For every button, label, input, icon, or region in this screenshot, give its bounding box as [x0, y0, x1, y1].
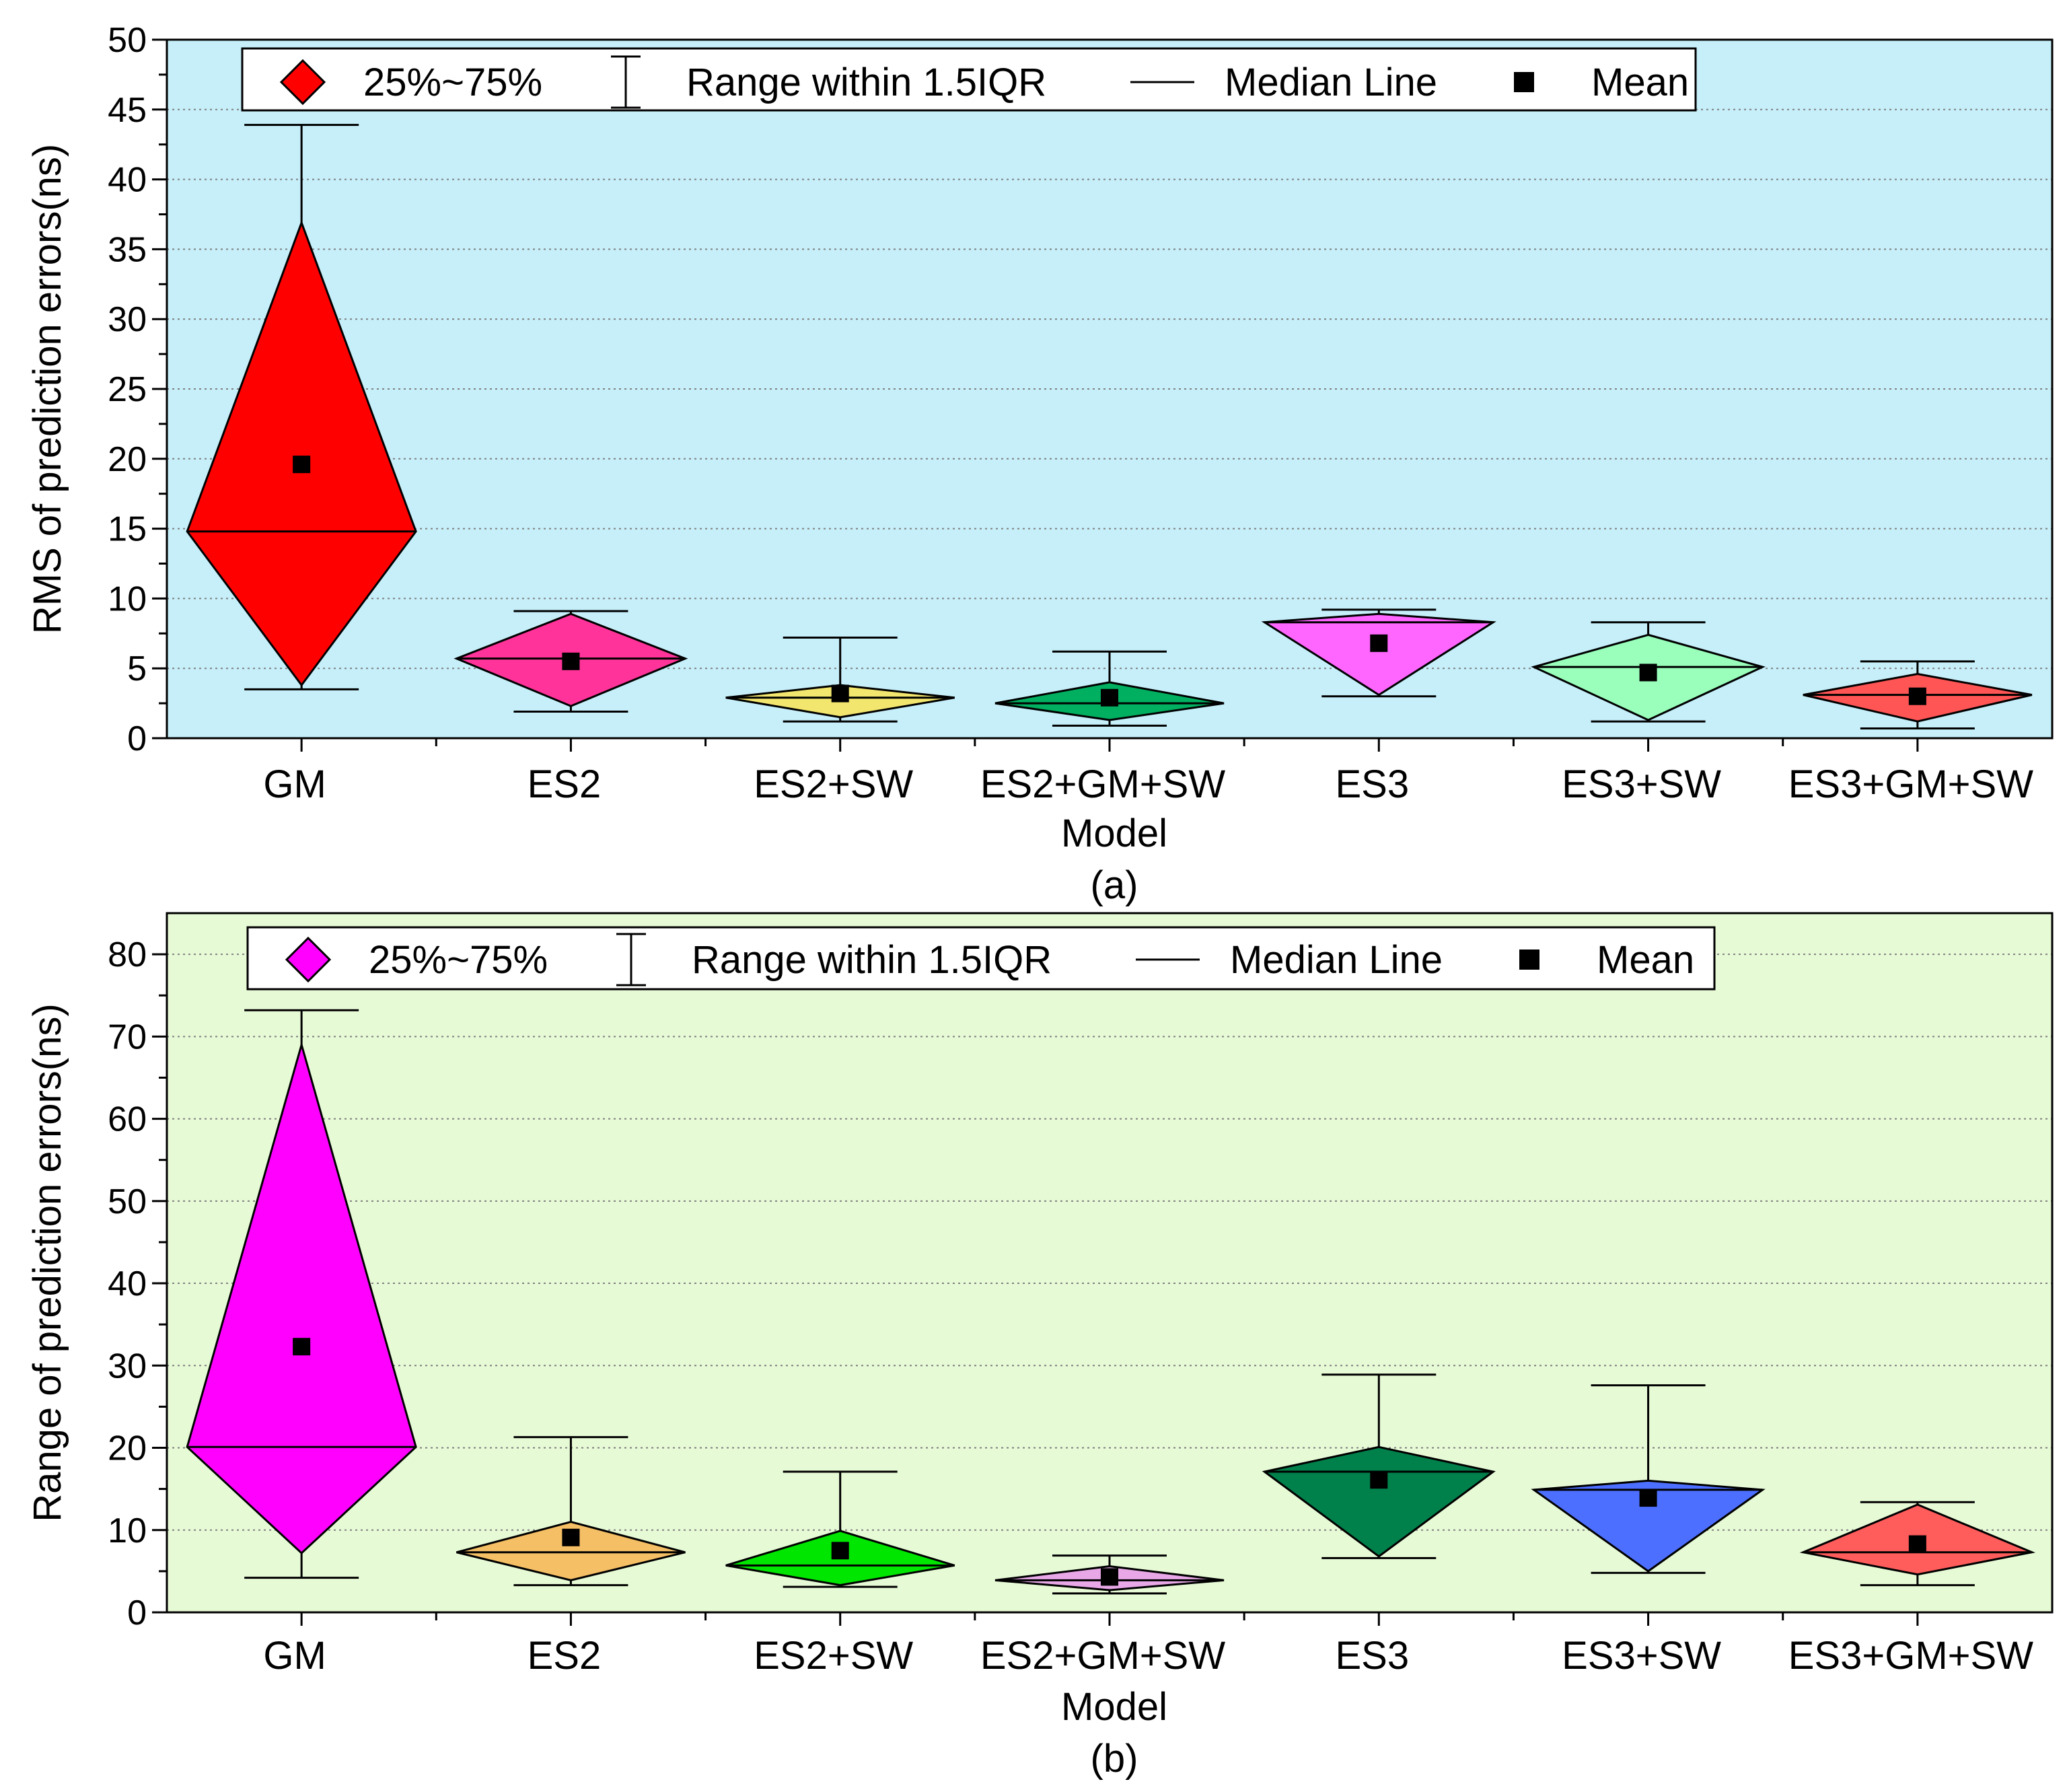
y-tick-label: 30 [108, 1347, 147, 1386]
x-tick-label: ES2 [528, 762, 602, 806]
x-tick-label: GM [263, 1634, 326, 1678]
x-tick-label: ES3+SW [1562, 762, 1721, 806]
y-tick-label: 25 [108, 370, 147, 409]
mean-marker [1370, 1471, 1388, 1489]
y-tick-label: 0 [127, 719, 147, 758]
y-tick-label: 60 [108, 1100, 147, 1139]
mean-marker [562, 1528, 580, 1546]
legend-label-range: Range within 1.5IQR [686, 61, 1046, 104]
x-tick-label: ES3+SW [1562, 1634, 1721, 1678]
legend-label-median: Median Line [1230, 938, 1443, 982]
x-tick-label: ES2+SW [754, 762, 913, 806]
legend-mean-swatch [1514, 72, 1534, 92]
legend-label-mean: Mean [1591, 61, 1689, 104]
series-es3 [1261, 608, 1496, 698]
panel-b: 0 10 20 30 40 50 60 70 80 Range of prediction err… [26, 912, 2054, 1781]
legend-label-median: Median Line [1225, 61, 1437, 104]
y-tick-label: 50 [108, 21, 147, 60]
x-tick-label: ES3+GM+SW [1788, 762, 2033, 806]
x-axis-label: Model [1061, 812, 1167, 855]
series-es3 [1262, 1373, 1496, 1559]
mean-marker [1639, 1489, 1657, 1507]
mean-marker [293, 456, 311, 474]
panel-label: (a) [1091, 863, 1138, 907]
mean-marker [1908, 687, 1926, 705]
legend-diamond-swatch [285, 936, 332, 983]
y-tick-label: 5 [127, 649, 147, 688]
x-axis-label: Model [1061, 1685, 1167, 1729]
series-es3-gm-sw [1799, 1501, 2036, 1587]
iqr-diamond [456, 1520, 686, 1581]
series-es2 [456, 1436, 686, 1587]
legend-diamond-swatch [279, 59, 326, 106]
series-es2-gm-sw [994, 1554, 1225, 1595]
legend: 25%~75% Range within 1.5IQR Median Line Mea… [246, 926, 1716, 991]
y-tick-label: 45 [108, 91, 147, 130]
legend-mean-swatch [1519, 949, 1539, 970]
plot-area [167, 913, 2052, 1612]
legend-label-range: Range within 1.5IQR [692, 938, 1052, 982]
legend-box [246, 926, 1716, 991]
series-es2 [454, 610, 688, 713]
iqr-diamond [186, 1041, 417, 1555]
mean-marker [562, 652, 580, 670]
y-tick-label: 80 [108, 935, 147, 974]
series-es2-sw [725, 1470, 955, 1588]
y-tick-label: 50 [108, 1182, 147, 1221]
mean-marker [831, 684, 849, 703]
y-tick-label: 70 [108, 1017, 147, 1056]
x-tick-label: ES2 [528, 1634, 602, 1678]
y-tick-label: 35 [108, 230, 147, 269]
x-tick-label: ES3 [1335, 762, 1409, 806]
y-tick-label: 20 [108, 440, 147, 479]
panel-label: (b) [1091, 1737, 1138, 1781]
y-tick-label: 10 [108, 579, 147, 618]
series-es2-sw [725, 637, 955, 723]
mean-marker [1370, 634, 1388, 652]
mean-marker [1639, 664, 1657, 682]
x-tick-label: ES3+GM+SW [1788, 1634, 2033, 1678]
y-tick-label: 0 [127, 1593, 147, 1633]
x-tick-label: GM [263, 762, 326, 806]
iqr-diamond [186, 219, 417, 687]
series-gm [186, 1009, 417, 1579]
y-tick-label: 10 [108, 1511, 147, 1550]
y-tick-label: 30 [108, 300, 147, 339]
legend-label-iqr: 25%~75% [369, 938, 548, 982]
panel-a: 0 5 10 15 20 25 30 35 40 45 50 RMS of prediction er… [26, 21, 2054, 907]
mean-marker [1101, 688, 1118, 707]
series-es3-gm-sw [1803, 660, 2033, 729]
mean-marker [1101, 1568, 1118, 1586]
series-es3-sw [1531, 1384, 1766, 1574]
iqr-diamond [1531, 1479, 1766, 1573]
y-tick-label: 40 [108, 161, 147, 200]
legend-label-iqr: 25%~75% [363, 61, 542, 104]
y-tick-label: 20 [108, 1429, 147, 1468]
x-tick-label: ES3 [1335, 1634, 1409, 1678]
x-tick-label: ES2+GM+SW [980, 1634, 1225, 1678]
mean-marker [831, 1542, 849, 1560]
y-tick-label: 15 [108, 510, 147, 549]
series-es2-gm-sw [994, 650, 1225, 727]
y-axis-label: Range of prediction errors(ns) [26, 1003, 69, 1521]
y-tick-label: 40 [108, 1264, 147, 1303]
x-tick-label: ES2+SW [754, 1634, 913, 1678]
iqr-diamond [1262, 1445, 1496, 1558]
iqr-diamond [1261, 612, 1496, 696]
series-gm [186, 124, 417, 690]
legend-label-mean: Mean [1597, 938, 1694, 982]
legend-box [241, 47, 1697, 112]
x-tick-label: ES2+GM+SW [980, 762, 1225, 806]
y-axis-label: RMS of prediction errors(ns) [26, 144, 69, 634]
mean-marker [293, 1338, 311, 1356]
legend: 25%~75% Range within 1.5IQR Median Line Mea… [241, 47, 1697, 112]
mean-marker [1908, 1535, 1926, 1553]
series-es3-sw [1531, 621, 1766, 723]
